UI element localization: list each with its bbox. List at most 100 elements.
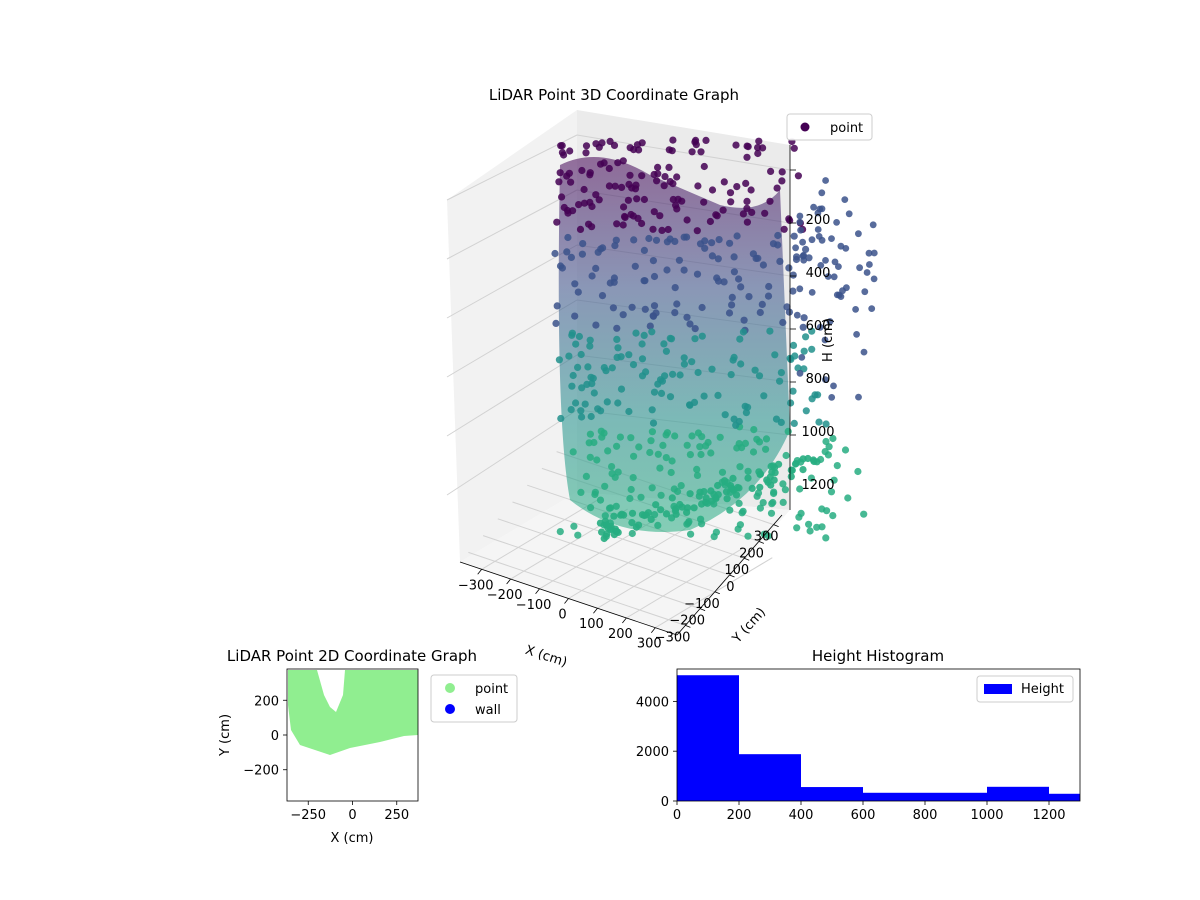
point-marker [827, 488, 836, 496]
point-marker [830, 273, 838, 281]
x-tick-label-hist: 600 [851, 808, 876, 823]
point-marker [674, 195, 682, 203]
point-marker [729, 474, 737, 482]
point-marker [588, 380, 596, 388]
point-marker [810, 457, 818, 466]
point-marker [592, 264, 600, 272]
point-marker [700, 162, 708, 171]
point-marker [620, 203, 628, 211]
point-marker [598, 139, 606, 147]
point-marker [726, 506, 734, 514]
point-marker [578, 413, 586, 421]
point-marker [618, 183, 626, 191]
point-marker [677, 482, 685, 490]
point-marker [614, 344, 622, 352]
point-marker [578, 166, 586, 175]
point-marker [638, 172, 646, 180]
point-marker [613, 442, 621, 450]
point-marker [733, 232, 741, 240]
point-marker [586, 453, 594, 461]
point-marker [638, 355, 647, 363]
x-tick-label-hist: 400 [789, 808, 814, 823]
point-marker [723, 495, 731, 503]
point-marker [617, 353, 625, 361]
point-marker [577, 350, 585, 359]
point-marker [692, 136, 700, 144]
point-marker [835, 263, 842, 270]
point-marker [683, 441, 691, 449]
point-marker [766, 197, 774, 205]
point-marker [735, 499, 743, 507]
point-marker [628, 509, 637, 517]
point-marker [624, 196, 633, 204]
x-tick-label-3d: 300 [637, 637, 662, 652]
point-marker [671, 309, 679, 317]
point-marker [567, 253, 576, 261]
point-marker [714, 481, 722, 490]
point-marker [650, 302, 659, 310]
point-marker [673, 173, 681, 181]
z-axis-label-3d: H (cm) [821, 318, 836, 362]
point-marker [592, 140, 600, 148]
point-marker [860, 348, 868, 356]
point-marker [657, 389, 666, 397]
x-tick-mark-3d [506, 578, 511, 585]
point-marker [625, 351, 633, 359]
point-marker [760, 392, 768, 400]
point-marker [586, 169, 594, 177]
x-axis-label-2d: X (cm) [331, 831, 374, 846]
point-marker [598, 292, 607, 300]
point-marker [774, 231, 782, 240]
point-marker [792, 244, 799, 252]
point-marker [603, 398, 611, 406]
point-marker [666, 393, 675, 401]
point-marker [708, 239, 716, 247]
point-marker [743, 197, 751, 205]
point-marker [756, 470, 764, 478]
point-marker [870, 249, 878, 257]
histogram-bar [925, 792, 987, 801]
point-marker [770, 488, 778, 496]
point-marker [733, 183, 741, 191]
point-marker [778, 177, 786, 185]
point-marker [608, 364, 616, 372]
point-marker [613, 220, 621, 228]
point-marker [728, 301, 736, 309]
point-marker [718, 468, 727, 476]
point-marker [833, 219, 840, 226]
x-tick-label-3d: 100 [579, 617, 604, 632]
point-marker [736, 521, 745, 529]
z-tick-label-3d: 1200 [801, 478, 834, 493]
point-marker [600, 159, 608, 167]
point-marker [693, 465, 701, 473]
point-marker [730, 353, 738, 361]
y-tick-label-2d: 0 [271, 729, 279, 744]
point-marker [696, 488, 704, 496]
point-marker [748, 208, 756, 216]
point-marker [702, 136, 710, 144]
point-marker [754, 254, 762, 262]
point-marker [708, 365, 716, 373]
point-marker [619, 311, 627, 319]
point-marker [673, 205, 681, 213]
point-marker [683, 508, 691, 516]
point-marker [854, 467, 862, 476]
point-marker [588, 272, 596, 280]
point-marker [646, 448, 654, 457]
point-marker [569, 448, 577, 456]
point-marker [571, 312, 579, 320]
point-marker [747, 186, 755, 194]
point-marker [828, 394, 836, 401]
point-marker [725, 309, 734, 317]
point-marker [802, 407, 810, 415]
y-tick-mark-3d [729, 574, 735, 578]
point-marker [598, 528, 606, 536]
point-marker [721, 411, 729, 419]
point-marker [744, 532, 752, 540]
point-marker [671, 284, 679, 292]
point-marker [652, 501, 660, 509]
point-marker [650, 272, 659, 281]
point-marker [787, 473, 795, 481]
point-marker [802, 245, 810, 253]
point-marker [587, 412, 595, 421]
